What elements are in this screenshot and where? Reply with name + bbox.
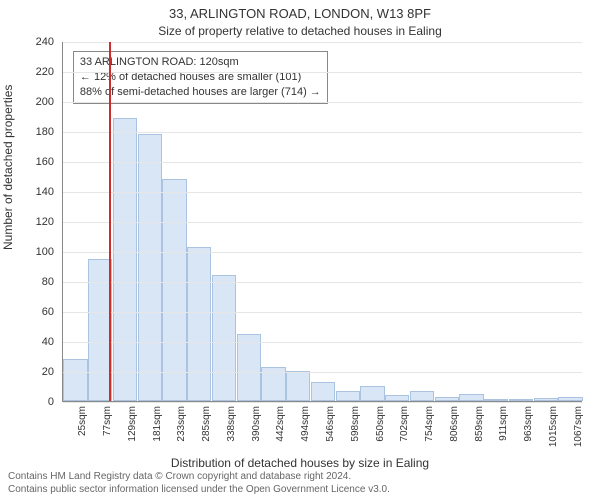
histogram-bar xyxy=(435,397,459,402)
x-tick-label: 1067sqm xyxy=(573,406,584,447)
x-tick-label: 233sqm xyxy=(176,406,187,442)
gridline xyxy=(63,132,582,133)
y-tick-label: 40 xyxy=(42,336,54,348)
y-tick-label: 180 xyxy=(36,126,54,138)
gridline xyxy=(63,312,582,313)
histogram-bar xyxy=(558,397,582,402)
histogram-bar xyxy=(336,391,360,402)
histogram-bar xyxy=(385,395,409,401)
x-tick-label: 129sqm xyxy=(127,406,138,442)
y-ticks: 020406080100120140160180200220240 xyxy=(0,42,58,402)
x-tick-label: 702sqm xyxy=(399,406,410,442)
x-axis-label: Distribution of detached houses by size … xyxy=(0,456,600,470)
histogram-bar xyxy=(212,275,236,401)
gridline xyxy=(63,72,582,73)
gridline xyxy=(63,222,582,223)
y-tick-label: 240 xyxy=(36,36,54,48)
x-tick-label: 806sqm xyxy=(449,406,460,442)
footer-line-2: Contains public sector information licen… xyxy=(8,484,592,497)
reference-marker-line xyxy=(109,42,111,401)
x-tick-label: 285sqm xyxy=(201,406,212,442)
x-tick-label: 859sqm xyxy=(474,406,485,442)
y-tick-label: 140 xyxy=(36,186,54,198)
gridline xyxy=(63,342,582,343)
footer-attribution: Contains HM Land Registry data © Crown c… xyxy=(8,471,592,496)
gridline xyxy=(63,192,582,193)
histogram-bar xyxy=(410,391,434,402)
histogram-bar xyxy=(311,382,335,402)
histogram-bar xyxy=(459,394,483,402)
histogram-bar xyxy=(113,118,137,402)
y-tick-label: 100 xyxy=(36,246,54,258)
x-ticks: 25sqm 77sqm 129sqm 181sqm 233sqm 285sqm 338sqm… xyxy=(62,402,582,452)
y-tick-label: 0 xyxy=(48,396,54,408)
y-tick-label: 20 xyxy=(42,366,54,378)
x-tick-label: 911sqm xyxy=(498,406,509,441)
gridline xyxy=(63,102,582,103)
histogram-bar xyxy=(63,359,87,401)
x-tick-label: 494sqm xyxy=(300,406,311,442)
x-tick-label: 963sqm xyxy=(523,406,534,442)
annotation-line: 88% of semi-detached houses are larger (… xyxy=(80,85,321,100)
histogram-bar xyxy=(138,134,162,401)
plot-area: 33 ARLINGTON ROAD: 120sqm← 12% of detach… xyxy=(62,42,582,402)
x-tick-label: 25sqm xyxy=(77,406,88,436)
x-tick-label: 181sqm xyxy=(152,406,163,442)
x-tick-label: 754sqm xyxy=(424,406,435,442)
y-tick-label: 60 xyxy=(42,306,54,318)
y-tick-label: 160 xyxy=(36,156,54,168)
x-tick-label: 390sqm xyxy=(251,406,262,442)
histogram-bar xyxy=(187,247,211,402)
x-tick-label: 338sqm xyxy=(226,406,237,442)
chart-subtitle: Size of property relative to detached ho… xyxy=(0,24,600,38)
histogram-bar xyxy=(237,334,261,402)
gridline xyxy=(63,162,582,163)
histogram-bar xyxy=(534,398,558,401)
y-tick-label: 220 xyxy=(36,66,54,78)
histogram-bar xyxy=(509,399,533,401)
x-tick-label: 546sqm xyxy=(325,406,336,442)
chart-container: 33, ARLINGTON ROAD, LONDON, W13 8PF Size… xyxy=(0,0,600,500)
x-tick-label: 650sqm xyxy=(375,406,386,442)
gridline xyxy=(63,372,582,373)
x-tick-label: 598sqm xyxy=(350,406,361,442)
annotation-line: 33 ARLINGTON ROAD: 120sqm xyxy=(80,55,321,70)
gridline xyxy=(63,282,582,283)
y-tick-label: 120 xyxy=(36,216,54,228)
x-tick-label: 1015sqm xyxy=(548,406,559,447)
histogram-bar xyxy=(286,371,310,401)
x-tick-label: 77sqm xyxy=(102,406,113,436)
histogram-bar xyxy=(162,179,186,401)
histogram-bar xyxy=(484,399,508,401)
histogram-bar xyxy=(360,386,384,401)
footer-line-1: Contains HM Land Registry data © Crown c… xyxy=(8,471,592,484)
x-tick-label: 442sqm xyxy=(275,406,286,442)
chart-title: 33, ARLINGTON ROAD, LONDON, W13 8PF xyxy=(0,6,600,21)
annotation-box: 33 ARLINGTON ROAD: 120sqm← 12% of detach… xyxy=(73,51,328,104)
gridline xyxy=(63,42,582,43)
y-tick-label: 80 xyxy=(42,276,54,288)
y-tick-label: 200 xyxy=(36,96,54,108)
gridline xyxy=(63,252,582,253)
